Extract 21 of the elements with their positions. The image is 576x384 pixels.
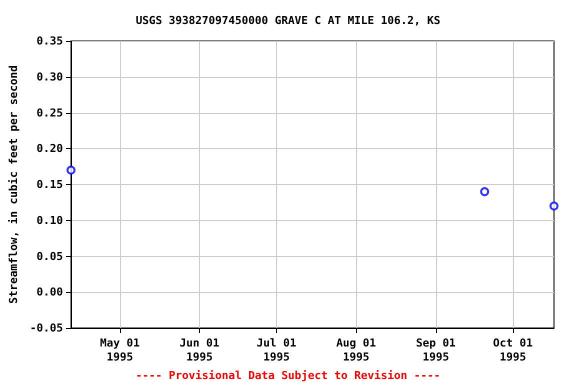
x-tick-label: Aug 01 1995 xyxy=(336,336,376,364)
point xyxy=(480,187,490,196)
point xyxy=(66,166,76,175)
y-tick-label: 0.15 xyxy=(36,178,64,191)
y-tick-label: -0.05 xyxy=(30,322,64,334)
y-tick-label: 0.00 xyxy=(36,286,64,299)
x-tick-label: May 01 1995 xyxy=(100,336,140,364)
point xyxy=(550,202,558,211)
y-tick-label: 0.20 xyxy=(36,142,64,156)
y-axis-title: Streamflow, in cubic feet per second xyxy=(7,65,20,304)
y-tick-label: 0.10 xyxy=(36,214,64,227)
x-tick-label: Jul 01 1995 xyxy=(256,336,297,364)
text: ---- Provisional Data Subject to Revision ---- xyxy=(136,369,440,382)
y-tick-label: 0.35 xyxy=(36,34,64,48)
x-tick-label: Oct 01 1995 xyxy=(493,336,534,364)
y-tick-label: 0.05 xyxy=(36,250,64,263)
x-tick-label: Sep 01 1995 xyxy=(416,336,456,364)
y-tick-label: 0.25 xyxy=(36,106,64,120)
chart-title: USGS 393827097450000 GRAVE C AT MILE 106.2, KS xyxy=(136,14,440,27)
y-tick-label: 0.30 xyxy=(36,70,64,84)
x-tick-label: Jun 01 1995 xyxy=(180,336,220,364)
